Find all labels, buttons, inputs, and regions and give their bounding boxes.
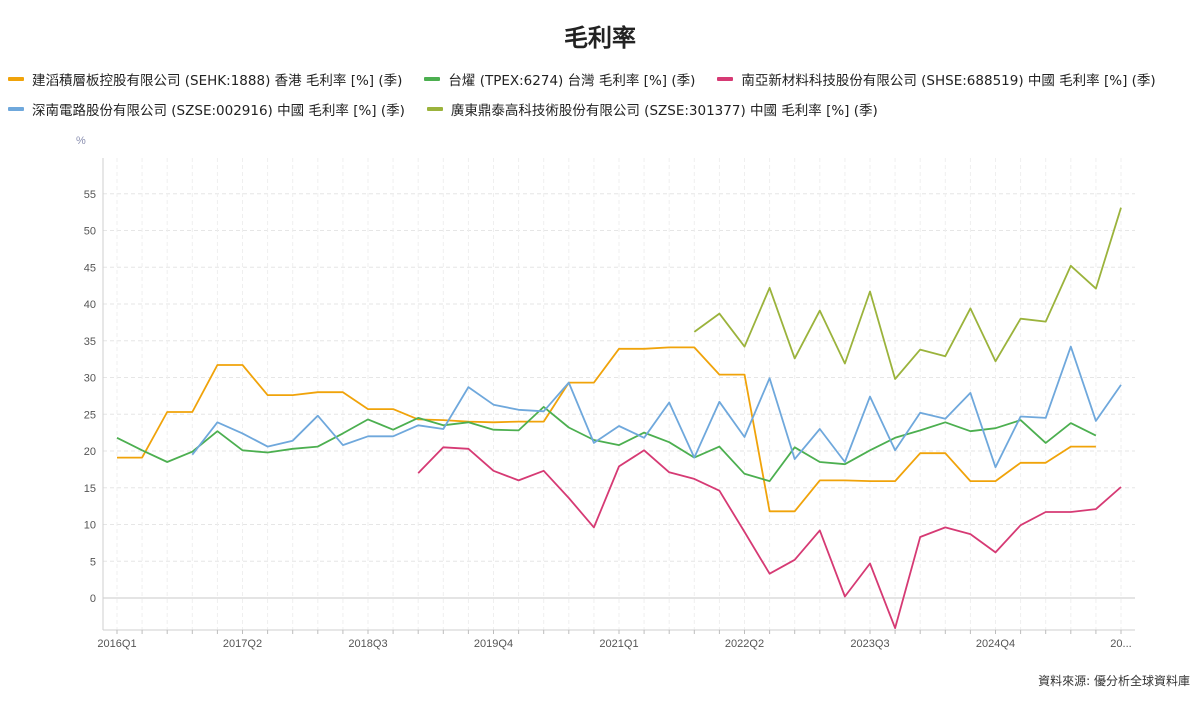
y-tick-label: 40 [84,299,96,311]
x-tick-label: 2023Q3 [850,638,889,650]
x-tick-label: 2018Q3 [348,638,387,650]
legend-label-002916: 深南電路股份有限公司 (SZSE:002916) 中國 毛利率 [%] (季) [32,103,405,119]
x-tick-label: 2019Q4 [474,638,513,650]
legend-swatch-6274 [424,77,441,81]
legend-swatch-688519 [717,77,734,81]
y-axis-unit-label: % [76,135,86,147]
legend-label-6274: 台燿 (TPEX:6274) 台灣 毛利率 [%] (季) [448,73,696,89]
legend-swatch-002916 [8,107,24,111]
legend-item-1888[interactable]: 建滔積層板控股有限公司 (SEHK:1888) 香港 毛利率 [%] (季) [8,69,402,89]
legend-item-688519[interactable]: 南亞新材料科技股份有限公司 (SHSE:688519) 中國 毛利率 [%] (… [717,69,1156,89]
x-tick-label: 20... [1110,638,1131,650]
x-tick-label: 2021Q1 [599,638,638,650]
legend-swatch-301377 [426,107,443,111]
legend-swatch-1888 [8,77,24,81]
series-line-4 [693,207,1122,380]
legend: 建滔積層板控股有限公司 (SEHK:1888) 香港 毛利率 [%] (季) 台… [8,64,1188,124]
legend-row-2: 深南電路股份有限公司 (SZSE:002916) 中國 毛利率 [%] (季) … [8,94,1188,124]
x-tick-label: 2024Q4 [976,638,1015,650]
x-tick-label: 2016Q1 [97,638,136,650]
y-tick-label: 15 [84,483,96,495]
y-tick-label: 0 [90,593,96,605]
x-tick-label: 2017Q2 [223,638,262,650]
y-tick-label: 5 [90,556,96,568]
series-line-0 [117,346,1096,513]
series-line-1 [116,406,1097,482]
y-tick-label: 50 [84,226,96,238]
y-tick-label: 25 [84,409,96,421]
legend-label-301377: 廣東鼎泰高科技術股份有限公司 (SZSE:301377) 中國 毛利率 [%] … [450,103,878,119]
y-tick-label: 20 [84,446,96,458]
x-tick-label: 2022Q2 [725,638,764,650]
y-tick-label: 30 [84,373,96,385]
legend-label-1888: 建滔積層板控股有限公司 (SEHK:1888) 香港 毛利率 [%] (季) [32,73,403,89]
y-tick-label: 10 [84,520,96,532]
legend-item-002916[interactable]: 深南電路股份有限公司 (SZSE:002916) 中國 毛利率 [%] (季) [8,99,405,119]
y-tick-label: 45 [84,262,96,274]
y-tick-label: 55 [84,189,96,201]
chart-title: 毛利率 [564,24,636,52]
legend-item-6274[interactable]: 台燿 (TPEX:6274) 台灣 毛利率 [%] (季) [424,69,695,89]
legend-label-688519: 南亞新材料科技股份有限公司 (SHSE:688519) 中國 毛利率 [%] (… [741,73,1156,89]
source-note: 資料來源: 優分析全球資料庫 [1038,674,1190,688]
legend-row-1: 建滔積層板控股有限公司 (SEHK:1888) 香港 毛利率 [%] (季) 台… [8,64,1188,94]
legend-item-301377[interactable]: 廣東鼎泰高科技術股份有限公司 (SZSE:301377) 中國 毛利率 [%] … [426,99,878,119]
series-line-2 [417,446,1122,629]
y-tick-label: 35 [84,336,96,348]
series-line-3 [191,345,1122,469]
